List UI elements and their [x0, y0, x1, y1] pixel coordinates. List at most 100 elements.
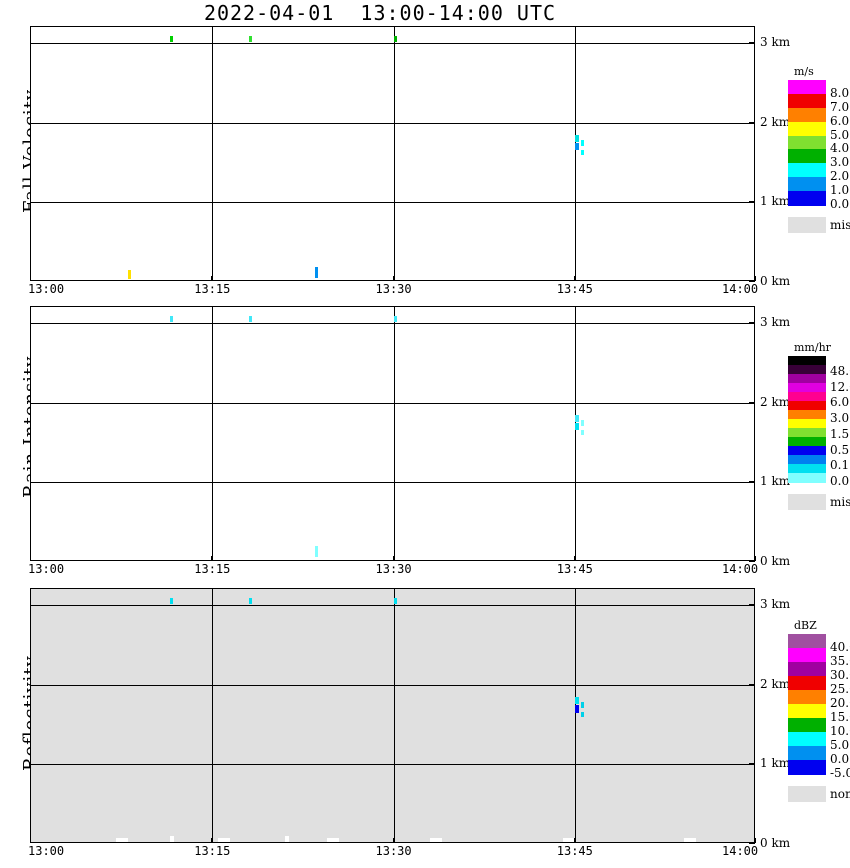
colorbar-swatch	[788, 163, 826, 178]
colorbar-tick-label: 3.0	[830, 411, 850, 425]
colorbar-swatch	[788, 464, 826, 474]
data-cell	[248, 597, 252, 604]
data-cell	[562, 838, 575, 842]
x-tick-label: 14:00	[722, 562, 759, 576]
colorbar-tick-label: 5.0	[830, 127, 850, 142]
x-tick	[392, 838, 394, 843]
x-tick	[211, 838, 213, 843]
x-tick-label: 13:00	[28, 282, 65, 296]
colorbar-swatch	[788, 690, 826, 705]
y-tick	[749, 401, 755, 403]
colorbar-tick-label: 10.0	[830, 724, 850, 738]
y-tick	[749, 321, 755, 323]
x-tick-label: 13:15	[194, 282, 231, 296]
y-tick-label: 3 km	[760, 34, 791, 49]
colorbar-missing-label: miss	[830, 495, 850, 509]
data-cell	[169, 35, 173, 42]
plot-area-reflectivity	[30, 588, 755, 843]
gridline-vertical	[574, 589, 576, 842]
gridline-vertical	[212, 307, 214, 560]
x-tick	[211, 276, 213, 281]
x-tick	[30, 838, 31, 843]
data-cell	[574, 697, 579, 705]
x-tick-label: 13:45	[556, 562, 593, 576]
colorbar-tick-label: 48.0	[830, 363, 850, 378]
gridline-horizontal	[31, 202, 754, 204]
colorbar-tick-label: 1.5	[830, 426, 850, 441]
x-tick	[30, 556, 31, 561]
y-tick-label: 1 km	[760, 194, 791, 209]
y-tick-label: 2 km	[760, 676, 791, 691]
x-tick-label: 13:00	[28, 562, 65, 576]
colorbar-unit-label: m/s	[794, 65, 814, 78]
colorbar-swatch	[788, 392, 826, 402]
data-cell	[574, 423, 579, 431]
y-tick	[749, 121, 755, 123]
data-cell	[314, 266, 318, 278]
y-tick	[749, 843, 755, 844]
colorbar-unit-label: dBZ	[794, 619, 817, 632]
colorbar-tick-label: 6.0	[830, 395, 850, 410]
data-cell	[169, 597, 173, 604]
x-tick	[573, 556, 575, 561]
data-cell	[314, 546, 318, 558]
gridline-vertical	[212, 589, 214, 842]
y-tick	[749, 41, 755, 43]
colorbar-tick-label: 0.1	[830, 458, 850, 473]
y-tick	[749, 763, 755, 765]
gridline-vertical	[574, 27, 576, 280]
x-tick-label: 13:15	[194, 844, 231, 858]
colorbar-swatch	[788, 374, 826, 384]
data-cell	[127, 269, 131, 279]
colorbar-tick-label: 3.0	[830, 155, 850, 170]
data-cell	[169, 836, 174, 842]
y-tick-label: 3 km	[760, 596, 791, 611]
colorbar-tick-label: 6.0	[830, 113, 850, 128]
data-cell	[284, 836, 289, 842]
x-tick	[392, 556, 394, 561]
x-tick-label: 14:00	[722, 282, 759, 296]
colorbar-tick-label: 0.0	[830, 752, 850, 766]
gridline-vertical	[393, 307, 395, 560]
gridline-vertical	[393, 27, 395, 280]
x-tick	[755, 556, 756, 561]
y-tick	[749, 603, 755, 605]
data-cell	[393, 597, 397, 604]
colorbar-tick-label: 1.0	[830, 183, 850, 198]
colorbar-swatch	[788, 191, 826, 206]
colorbar-swatch	[788, 746, 826, 761]
plot-area-fall-velocity	[30, 26, 755, 281]
colorbar-tick-label: 25.0	[830, 682, 850, 696]
x-tick	[30, 276, 31, 281]
y-tick-label: 2 km	[760, 394, 791, 409]
gridline-horizontal	[31, 482, 754, 484]
colorbar-swatch	[788, 135, 826, 151]
data-cell	[393, 315, 397, 322]
colorbar-swatch	[788, 634, 826, 649]
data-cell	[248, 35, 252, 42]
colorbar-missing-swatch	[788, 217, 826, 233]
data-cell	[580, 429, 584, 435]
colorbar-tick-label: 7.0	[830, 99, 850, 114]
data-cell	[580, 149, 584, 155]
colorbar-tick-label: 15.0	[830, 710, 850, 724]
colorbar-swatch	[788, 121, 826, 137]
gridline-horizontal	[31, 604, 754, 606]
colorbar-swatch	[788, 676, 826, 691]
gridline-horizontal	[31, 322, 754, 324]
colorbar-swatch	[788, 437, 826, 447]
colorbar-swatch	[788, 446, 826, 456]
colorbar-swatch	[788, 80, 826, 95]
colorbar-swatch	[788, 419, 826, 429]
y-tick-label: 1 km	[760, 474, 791, 489]
colorbar-tick-label: -5.0	[830, 766, 850, 780]
data-cell	[115, 838, 128, 842]
colorbar-tick-label: 0.0	[830, 197, 850, 211]
colorbar-tick-label: 30.0	[830, 668, 850, 682]
y-tick-label: 0 km	[760, 274, 791, 288]
colorbar-tick-label: 2.0	[830, 169, 850, 184]
colorbar-swatch	[788, 428, 826, 438]
x-tick	[211, 556, 213, 561]
gridline-vertical	[574, 307, 576, 560]
